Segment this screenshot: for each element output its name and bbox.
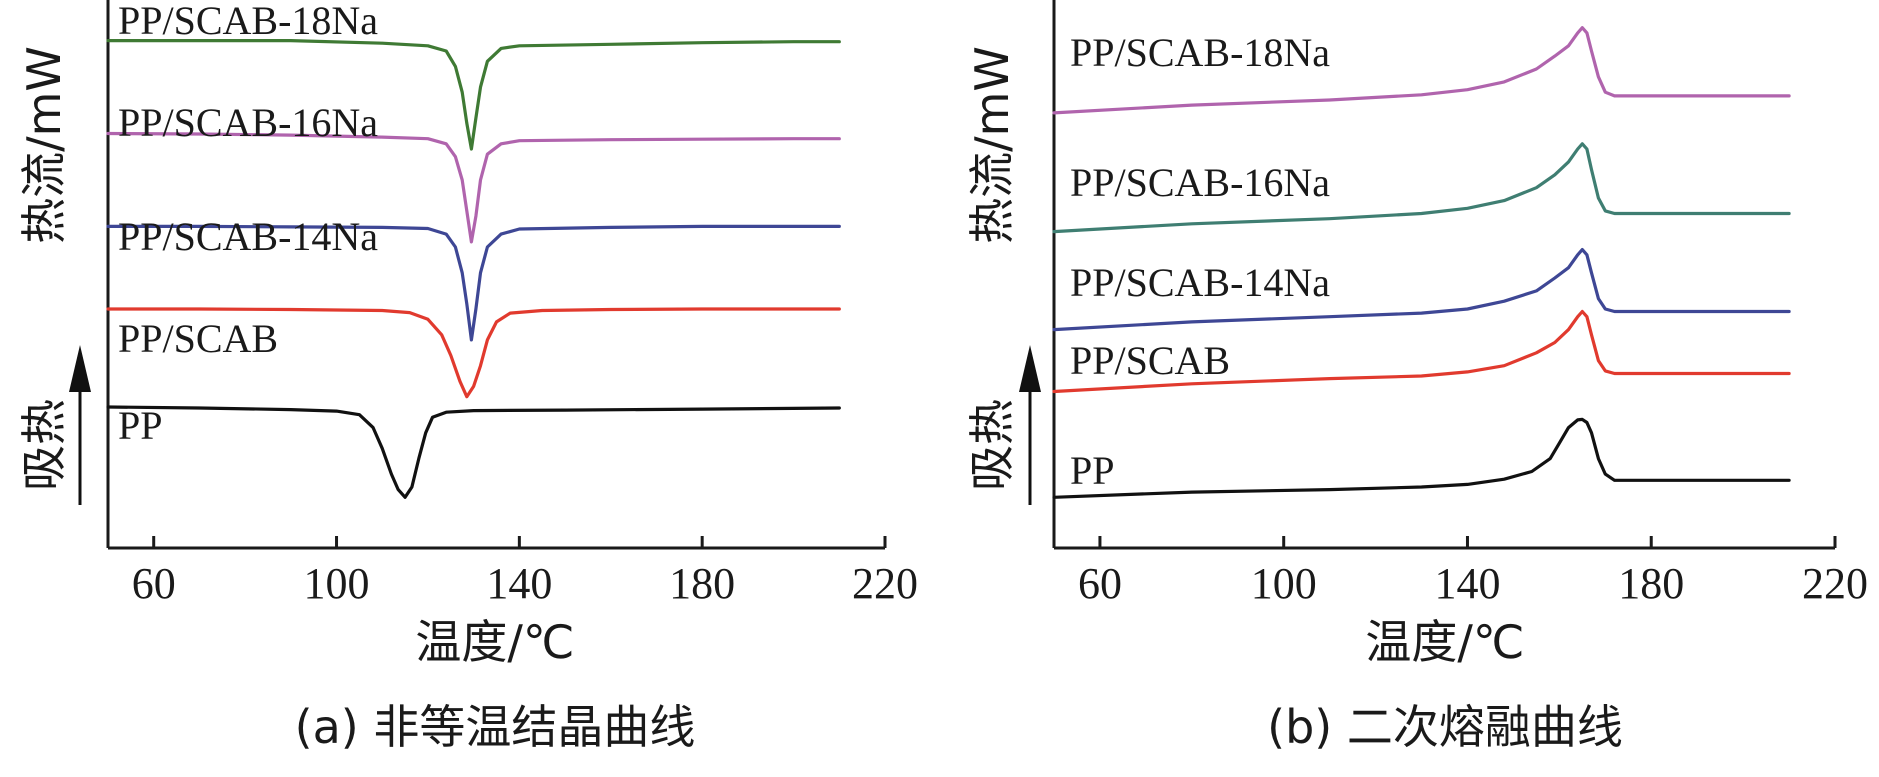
x-tick-label: 180 <box>669 559 735 608</box>
endotherm-arrow-head <box>1019 345 1041 392</box>
x-tick-label: 100 <box>1251 559 1317 608</box>
series-label: PP/SCAB-14Na <box>118 214 378 259</box>
series-line-pp-scab <box>1052 309 1791 394</box>
series-label: PP/SCAB <box>1070 338 1230 383</box>
series-label: PP/SCAB-14Na <box>1070 260 1330 305</box>
series-line-pp-scab-18na <box>1052 26 1791 115</box>
endotherm-label: 吸热 <box>965 399 1019 491</box>
panel-b: 60 100 140 180 220 温度/℃ 热流/mW 吸热 PP/SCAB-18Na PP/… <box>965 0 1868 754</box>
x-tick-label: 180 <box>1618 559 1684 608</box>
panel-a: 60 100 140 180 220 温度/℃ 热流/mW 吸热 PP/SCAB-18Na PP/… <box>17 0 918 754</box>
x-tick-label: 140 <box>486 559 552 608</box>
y-axis-title: 热流/mW <box>965 46 1019 244</box>
x-axis-title: 温度/℃ <box>1365 615 1524 669</box>
series-line-pp-scab-14na <box>106 224 841 342</box>
panel-caption: (b) 二次熔融曲线 <box>1267 700 1623 754</box>
x-axis-title: 温度/℃ <box>415 615 574 669</box>
series-label: PP/SCAB-16Na <box>1070 160 1330 205</box>
series-line-pp <box>1052 417 1791 499</box>
panel-caption: (a) 非等温结晶曲线 <box>295 700 696 754</box>
series-label: PP <box>118 403 163 448</box>
series-line-pp <box>106 405 841 499</box>
series-label: PP/SCAB <box>118 316 278 361</box>
series-line-pp-scab-16na <box>106 131 841 244</box>
x-tick-label: 140 <box>1434 559 1500 608</box>
x-tick-label: 60 <box>1078 559 1122 608</box>
endotherm-arrow-head <box>69 345 91 392</box>
series-label: PP <box>1070 448 1115 493</box>
x-tick-label: 220 <box>1802 559 1868 608</box>
series-label: PP/SCAB-18Na <box>118 0 378 43</box>
series-label: PP/SCAB-16Na <box>118 100 378 145</box>
x-tick-label: 60 <box>132 559 176 608</box>
series-line-pp-scab <box>106 307 841 399</box>
x-tick-label: 220 <box>852 559 918 608</box>
series-line-pp-scab-14na <box>1052 248 1791 332</box>
y-axis-title: 热流/mW <box>17 46 71 244</box>
series-line-pp-scab-16na <box>1052 142 1791 234</box>
x-tick-label: 100 <box>304 559 370 608</box>
series-line-pp-scab-18na <box>106 39 841 151</box>
endotherm-label: 吸热 <box>17 399 71 491</box>
series-label: PP/SCAB-18Na <box>1070 30 1330 75</box>
